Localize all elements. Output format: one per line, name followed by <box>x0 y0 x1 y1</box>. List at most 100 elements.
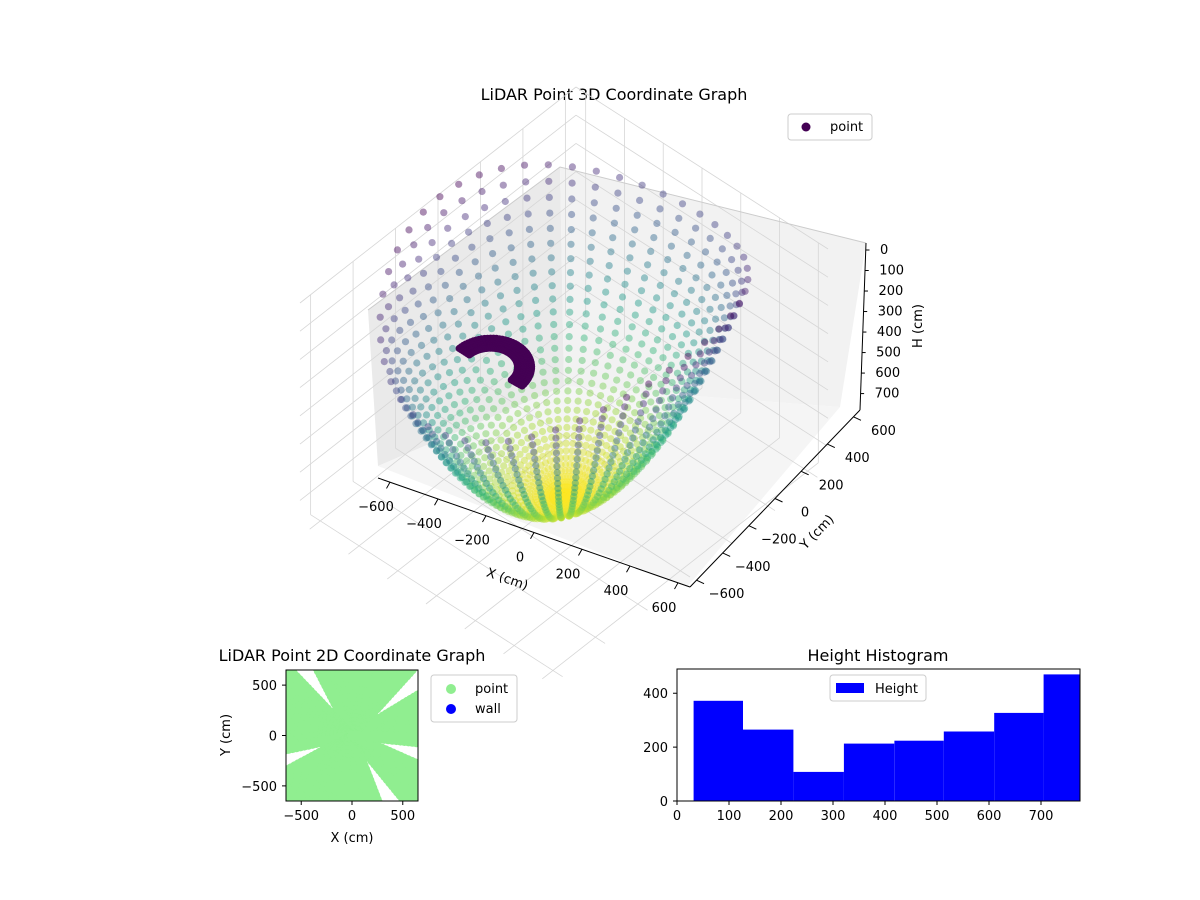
point-3d <box>388 336 396 344</box>
point-3d <box>702 367 711 375</box>
point-3d <box>614 189 622 197</box>
point-3d <box>567 507 576 515</box>
point-3d <box>558 496 566 504</box>
point-3d <box>498 468 506 477</box>
point-3d <box>473 463 481 471</box>
point-3d <box>560 492 568 500</box>
point-3d <box>598 468 606 477</box>
point-3d <box>540 467 548 475</box>
point-3d <box>556 447 564 455</box>
point-3d <box>529 478 537 486</box>
point-3d <box>587 477 595 485</box>
point-3d <box>397 395 405 404</box>
point-3d <box>701 338 709 346</box>
point-3d <box>543 495 551 503</box>
point-3d <box>442 446 450 454</box>
point-3d <box>557 513 565 521</box>
point-3d <box>600 493 608 501</box>
point-3d <box>563 495 571 503</box>
point-3d <box>565 493 573 501</box>
point-3d <box>509 507 517 515</box>
point-3d <box>555 424 563 432</box>
point-3d <box>617 467 626 475</box>
point-3d <box>587 489 596 497</box>
point-3d <box>509 476 517 484</box>
point-3d <box>539 368 547 376</box>
point-2d <box>271 745 281 755</box>
point-3d <box>615 420 623 428</box>
point-3d <box>457 468 465 476</box>
point-2d <box>432 722 442 732</box>
point-3d <box>697 377 705 385</box>
point-2d <box>273 698 283 708</box>
point-3d <box>545 498 553 506</box>
point-3d <box>646 433 654 441</box>
point-3d <box>659 387 667 395</box>
point-2d <box>276 715 286 725</box>
point-3d <box>621 280 629 288</box>
point-3d <box>547 470 555 478</box>
point-3d <box>560 492 568 500</box>
point-3d <box>596 465 604 474</box>
point-3d <box>700 337 709 345</box>
point-3d <box>585 475 594 483</box>
point-3d <box>603 470 611 478</box>
point-3d <box>589 502 597 510</box>
point-3d <box>576 492 585 500</box>
point-3d <box>600 493 608 501</box>
point-3d <box>585 450 593 458</box>
point-3d <box>622 452 630 460</box>
point-3d <box>502 318 510 326</box>
point-3d <box>563 478 571 486</box>
point-3d <box>560 492 568 500</box>
point-3d <box>664 256 672 264</box>
point-3d <box>489 498 497 506</box>
point-3d <box>666 302 674 310</box>
point-3d <box>467 482 475 490</box>
point-3d <box>644 261 652 269</box>
point-3d <box>526 471 534 479</box>
point-2d <box>258 738 268 748</box>
point-3d <box>728 256 736 264</box>
point-3d <box>551 487 559 495</box>
point-3d <box>683 298 691 306</box>
point-3d <box>560 492 568 500</box>
point-3d <box>545 510 554 518</box>
point-3d <box>587 499 595 507</box>
point-3d <box>534 472 542 480</box>
point-3d <box>519 325 527 333</box>
point-3d <box>642 406 650 414</box>
point-3d <box>530 448 538 456</box>
point-3d <box>695 348 703 356</box>
point-3d <box>507 244 515 252</box>
point-2d <box>276 746 286 756</box>
point-3d <box>638 340 646 348</box>
point-3d <box>509 423 518 431</box>
point-3d <box>598 415 606 423</box>
point-3d <box>393 246 401 254</box>
point-3d <box>560 492 568 500</box>
point-3d <box>581 416 589 424</box>
point-3d <box>568 500 576 508</box>
point-3d <box>576 501 585 509</box>
x-axis-label-3d: X (cm) <box>484 566 530 594</box>
point-3d <box>604 483 612 491</box>
point-3d <box>543 515 551 523</box>
point-3d <box>578 504 587 513</box>
grid-3d <box>299 86 829 680</box>
point-3d <box>735 300 744 308</box>
point-3d <box>472 432 480 440</box>
point-3d <box>673 412 681 420</box>
point-2d <box>424 725 434 735</box>
point-3d <box>573 406 581 414</box>
point-3d <box>456 458 464 466</box>
point-3d <box>604 424 613 432</box>
point-3d <box>561 478 569 486</box>
point-3d <box>571 510 579 518</box>
point-3d <box>434 309 442 317</box>
point-2d <box>267 745 277 755</box>
point-3d <box>566 492 574 500</box>
point-3d <box>541 459 550 467</box>
point-3d <box>530 449 539 457</box>
point-3d <box>658 426 666 434</box>
